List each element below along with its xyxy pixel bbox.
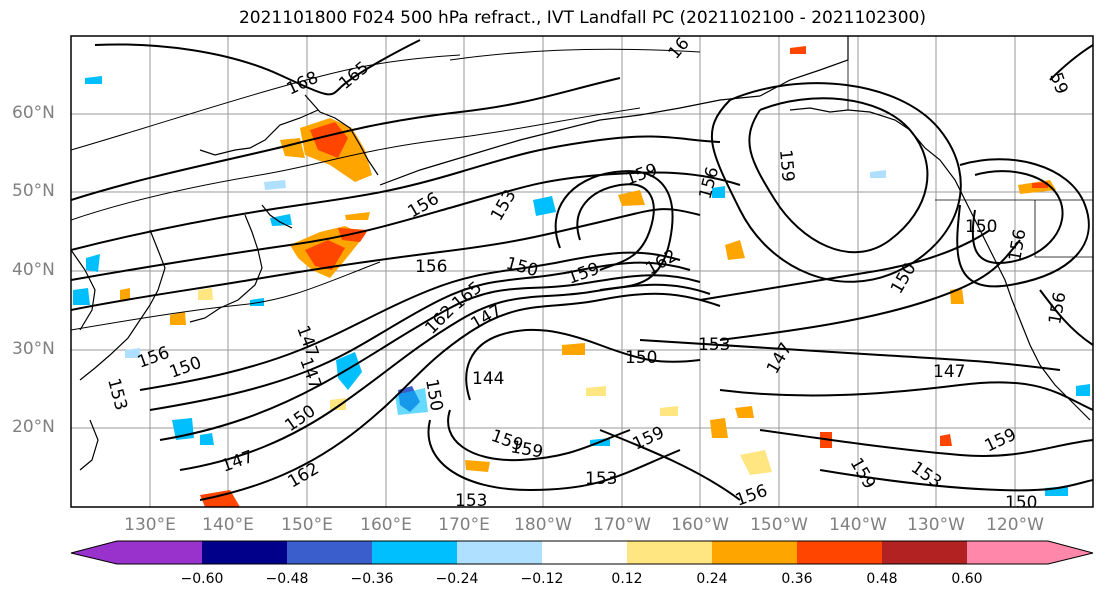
colorbar-tick-label: 0.24 bbox=[696, 571, 728, 587]
lat-label: 60°N bbox=[12, 103, 55, 123]
lon-label: 130°W bbox=[907, 515, 965, 535]
colorbar-tick-label: 0.60 bbox=[951, 571, 983, 587]
contour-label: 150 bbox=[965, 217, 997, 237]
contour-label: 156 bbox=[415, 257, 447, 277]
contour-label: 153 bbox=[585, 469, 617, 489]
lon-label: 170°W bbox=[593, 515, 651, 535]
colorbar-tick-label: −0.60 bbox=[180, 571, 224, 587]
colorbar-segment bbox=[712, 541, 797, 564]
lon-label: 130°E bbox=[124, 515, 176, 535]
lon-label: 170°E bbox=[438, 515, 490, 535]
contour-label: 150 bbox=[1005, 493, 1037, 513]
lon-label: 180°W bbox=[514, 515, 572, 535]
colorbar-tick-label: 0.48 bbox=[866, 571, 898, 587]
contour-label: 153 bbox=[698, 335, 730, 355]
map-title: 2021101800 F024 500 hPa refract., IVT La… bbox=[238, 8, 926, 28]
lon-label: 150°W bbox=[750, 515, 808, 535]
colorbar-tick-label: −0.12 bbox=[520, 571, 564, 587]
positive-shading bbox=[120, 46, 1056, 507]
colorbar-tick-label: −0.48 bbox=[265, 571, 309, 587]
thick-contours bbox=[71, 39, 1093, 501]
colorbar-segment bbox=[287, 541, 372, 564]
contour-label: 150 bbox=[625, 348, 657, 368]
lat-label: 30°N bbox=[12, 339, 55, 359]
lat-label: 20°N bbox=[12, 417, 55, 437]
colorbar-tick-label: −0.36 bbox=[350, 571, 394, 587]
thin-contours bbox=[71, 48, 701, 331]
colorbar-segment bbox=[797, 541, 882, 564]
lon-label: 160°E bbox=[360, 515, 412, 535]
lon-label: 120°W bbox=[986, 515, 1044, 535]
contour-label: 159 bbox=[775, 149, 798, 183]
colorbar-segment bbox=[882, 541, 967, 564]
colorbar-segment bbox=[202, 541, 287, 564]
map-frame bbox=[70, 35, 1094, 508]
colorbar-segment bbox=[372, 541, 457, 564]
colorbar-tick-label: 0.36 bbox=[781, 571, 813, 587]
negative-shading bbox=[73, 76, 1090, 496]
colorbar-segment bbox=[542, 541, 627, 564]
colorbar-tick-label: 0.12 bbox=[611, 571, 643, 587]
lon-label: 140°E bbox=[202, 515, 254, 535]
lon-label: 150°E bbox=[281, 515, 333, 535]
lat-label: 50°N bbox=[12, 181, 55, 201]
lon-label: 160°W bbox=[671, 515, 729, 535]
colorbar-outline bbox=[70, 540, 1094, 565]
colorbar bbox=[70, 540, 1094, 565]
colorbar-segment bbox=[71, 541, 202, 564]
lat-label: 40°N bbox=[12, 260, 55, 280]
lon-label: 140°W bbox=[829, 515, 887, 535]
colorbar-tick-label: −0.24 bbox=[435, 571, 479, 587]
colorbar-segment bbox=[967, 541, 1093, 564]
contour-label: 153 bbox=[455, 491, 487, 511]
colorbar-segment bbox=[457, 541, 542, 564]
contour-label: 147 bbox=[933, 362, 965, 382]
colorbar-segment bbox=[627, 541, 712, 564]
contour-label: 144 bbox=[472, 369, 504, 389]
